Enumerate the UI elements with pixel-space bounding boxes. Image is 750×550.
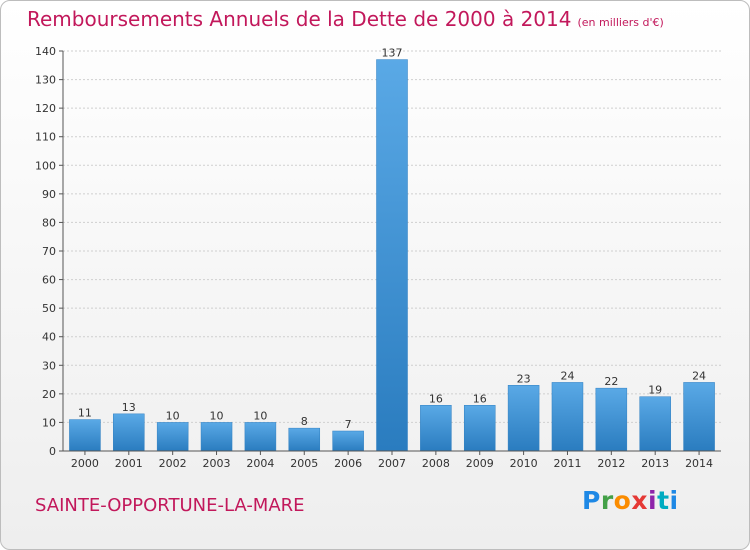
data-label: 24: [560, 369, 574, 382]
data-label: 16: [429, 392, 443, 405]
x-tick-label: 2008: [422, 457, 450, 470]
data-label: 10: [210, 409, 224, 422]
y-tick-label: 60: [42, 274, 56, 287]
y-tick-label: 0: [49, 445, 56, 458]
logo-letter: x: [631, 486, 648, 515]
x-tick-label: 2010: [510, 457, 538, 470]
bar-2006: [332, 430, 364, 452]
bar-2003: [200, 422, 233, 452]
bar-2010: [507, 385, 540, 452]
x-tick-label: 2009: [466, 457, 494, 470]
x-tick-label: 2000: [71, 457, 99, 470]
x-tick-label: 2005: [290, 457, 318, 470]
logo-letter: t: [657, 486, 670, 515]
data-label: 11: [78, 407, 92, 420]
x-tick-label: 2012: [597, 457, 625, 470]
y-tick-label: 40: [42, 331, 56, 344]
bar-2007: [376, 59, 408, 452]
bar-2013: [639, 396, 671, 452]
y-tick-label: 140: [35, 45, 56, 58]
title-text: Remboursements Annuels de la Dette de 20…: [27, 7, 572, 31]
x-tick-label: 2004: [246, 457, 274, 470]
bar-2000: [69, 419, 101, 452]
logo-letter: i: [669, 486, 679, 515]
bar-2014: [683, 382, 715, 452]
x-tick-label: 2007: [378, 457, 406, 470]
y-axis: 0 10 20 30 40 50 60 70 80 90 100 110 120 130 140: [35, 45, 64, 458]
data-label: 10: [166, 409, 180, 422]
y-tick-label: 130: [35, 74, 56, 87]
y-tick-label: 10: [42, 416, 56, 429]
data-label: 137: [382, 47, 403, 60]
bar-2012: [595, 387, 628, 452]
proxiti-logo: Proxiti: [582, 486, 679, 515]
bar-2008: [420, 405, 452, 452]
data-label: 10: [253, 409, 267, 422]
y-tick-label: 110: [35, 131, 56, 144]
data-label: 22: [604, 375, 618, 388]
commune-name: SAINTE-OPPORTUNE-LA-MARE: [35, 495, 305, 516]
data-label: 19: [648, 384, 662, 397]
data-label: 7: [345, 418, 352, 431]
y-tick-label: 90: [42, 188, 56, 201]
data-label: 23: [517, 372, 531, 385]
logo-letter: P: [582, 486, 601, 515]
bar-2001: [113, 413, 145, 452]
y-tick-label: 120: [35, 102, 56, 115]
bar-2002: [156, 422, 189, 452]
bar-2011: [551, 382, 584, 452]
x-tick-label: 2006: [334, 457, 362, 470]
logo-letter: o: [613, 486, 632, 515]
bar-2009: [463, 405, 496, 452]
unit-note: (en milliers d'€): [577, 16, 664, 29]
x-tick-label: 2013: [641, 457, 669, 470]
x-axis: 2000 2001 2002 2003 2004 2005 2006 2007 2008 2009…: [63, 450, 721, 470]
x-tick-label: 2011: [553, 457, 581, 470]
y-tick-label: 50: [42, 302, 56, 315]
bar-2004: [244, 422, 277, 452]
data-label: 13: [122, 401, 136, 414]
chart-title: Remboursements Annuels de la Dette de 20…: [27, 7, 664, 31]
data-label: 8: [301, 415, 308, 428]
logo-letter: r: [600, 486, 614, 515]
data-label: 24: [692, 369, 706, 382]
logo-letter: i: [648, 486, 658, 515]
bars: 11 13 10 10 10 8 7 137 16 16 23 24 22 19 24: [69, 47, 715, 452]
x-tick-label: 2014: [685, 457, 713, 470]
y-tick-label: 70: [42, 245, 56, 258]
x-tick-label: 2003: [203, 457, 231, 470]
data-label: 16: [473, 392, 487, 405]
y-tick-label: 100: [35, 159, 56, 172]
y-tick-label: 30: [42, 359, 56, 372]
x-tick-label: 2001: [115, 457, 143, 470]
y-tick-label: 80: [42, 216, 56, 229]
x-tick-label: 2002: [159, 457, 187, 470]
bar-2005: [288, 427, 321, 452]
y-tick-label: 20: [42, 388, 56, 401]
